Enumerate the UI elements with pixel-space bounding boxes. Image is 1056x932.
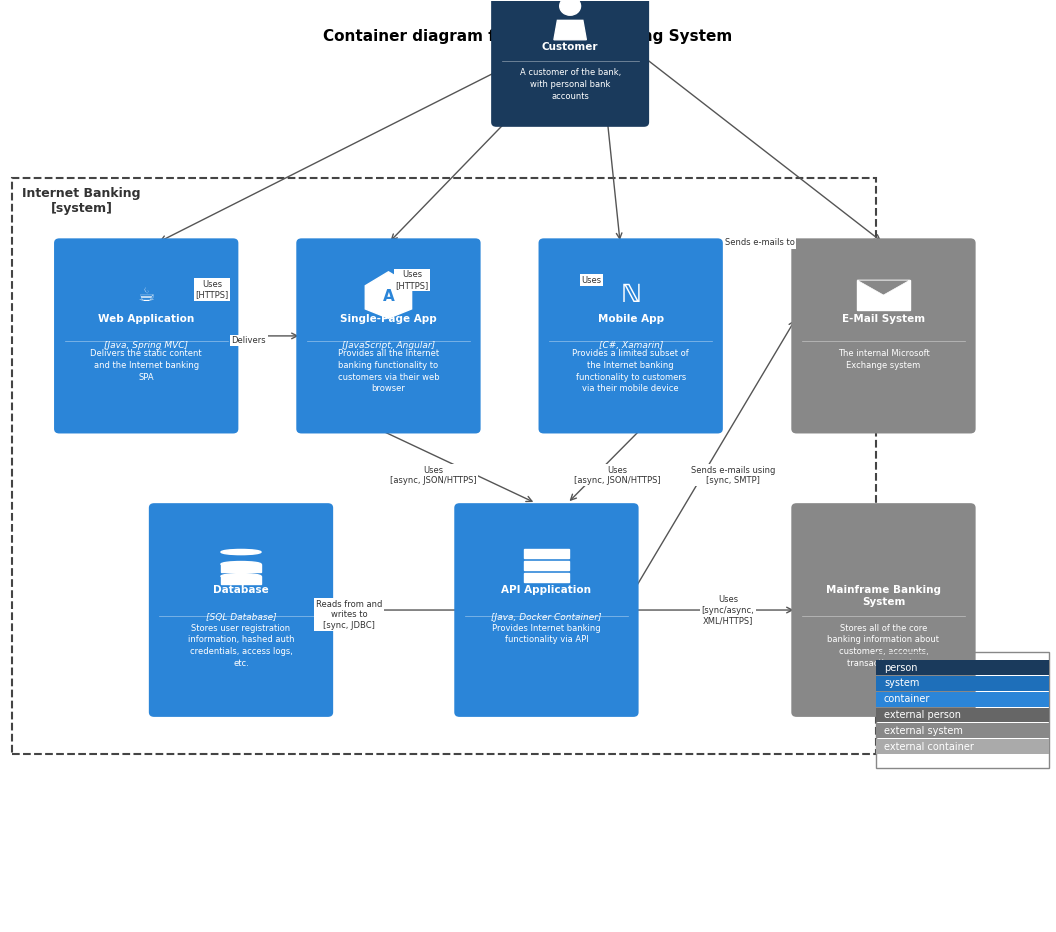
- Text: E-Mail System: E-Mail System: [842, 313, 925, 323]
- Bar: [875, 739, 1050, 754]
- Text: [JavaScript, Angular]: [JavaScript, Angular]: [342, 341, 435, 350]
- Text: Internet Banking
[system]: Internet Banking [system]: [22, 187, 140, 215]
- Text: Stores user registration
information, hashed auth
credentials, access logs,
etc.: Stores user registration information, ha…: [188, 624, 295, 668]
- Bar: [857, 281, 910, 310]
- Text: Legend: Legend: [881, 643, 932, 656]
- Text: A customer of the bank,
with personal bank
accounts: A customer of the bank, with personal ba…: [520, 68, 621, 101]
- Text: The internal Microsoft
Exchange system: The internal Microsoft Exchange system: [837, 349, 929, 370]
- Text: external person: external person: [884, 710, 961, 720]
- Circle shape: [560, 0, 581, 15]
- Text: external system: external system: [884, 726, 963, 736]
- Ellipse shape: [221, 550, 261, 555]
- Text: A: A: [382, 289, 394, 305]
- Bar: [875, 676, 1050, 691]
- Ellipse shape: [221, 561, 261, 567]
- Text: ℕ: ℕ: [620, 283, 641, 307]
- Text: Mainframe Banking
System: Mainframe Banking System: [826, 585, 941, 607]
- Text: [C#, Xamarin]: [C#, Xamarin]: [599, 341, 663, 350]
- FancyBboxPatch shape: [491, 0, 649, 127]
- FancyBboxPatch shape: [297, 239, 480, 433]
- Bar: [875, 660, 1050, 675]
- Text: person: person: [884, 663, 918, 673]
- Bar: [525, 549, 568, 557]
- Ellipse shape: [221, 573, 261, 579]
- Text: Sends e-mails using
[sync, SMTP]: Sends e-mails using [sync, SMTP]: [692, 466, 775, 485]
- Text: Uses
[async, JSON/HTTPS]: Uses [async, JSON/HTTPS]: [390, 466, 476, 485]
- Text: Uses
[async, JSON/HTTPS]: Uses [async, JSON/HTTPS]: [574, 466, 661, 485]
- Polygon shape: [857, 281, 910, 295]
- Text: Uses: Uses: [581, 276, 601, 284]
- Text: Uses
[HTTPS]: Uses [HTTPS]: [195, 280, 229, 299]
- Text: system: system: [884, 678, 920, 689]
- Bar: [525, 561, 568, 569]
- Text: Customer: Customer: [542, 42, 599, 51]
- Text: Uses
[sync/async,
XML/HTTPS]: Uses [sync/async, XML/HTTPS]: [702, 596, 754, 625]
- FancyBboxPatch shape: [791, 239, 976, 433]
- Text: Provides Internet banking
functionality via API: Provides Internet banking functionality …: [492, 624, 601, 644]
- Text: Stores all of the core
banking information about
customers, accounts,
transactio: Stores all of the core banking informati…: [828, 624, 940, 668]
- FancyBboxPatch shape: [149, 503, 333, 717]
- Text: Web Application: Web Application: [98, 313, 194, 323]
- Text: Delivers: Delivers: [231, 336, 266, 345]
- FancyBboxPatch shape: [54, 239, 239, 433]
- Text: Container diagram for Internet Banking System: Container diagram for Internet Banking S…: [323, 29, 733, 44]
- Bar: [221, 564, 261, 571]
- Text: Provides a limited subset of
the Internet banking
functionality to customers
via: Provides a limited subset of the Interne…: [572, 349, 690, 393]
- Polygon shape: [554, 21, 586, 40]
- Bar: [525, 573, 568, 582]
- Bar: [221, 576, 261, 583]
- FancyBboxPatch shape: [454, 503, 639, 717]
- FancyBboxPatch shape: [791, 503, 976, 717]
- Text: external container: external container: [884, 742, 974, 751]
- Bar: [875, 692, 1050, 706]
- Text: Delivers the static content
and the Internet banking
SPA: Delivers the static content and the Inte…: [91, 349, 202, 381]
- Bar: [875, 707, 1050, 722]
- Bar: [875, 651, 1050, 768]
- Text: Uses
[HTTPS]: Uses [HTTPS]: [396, 270, 429, 290]
- Text: Provides all the Internet
banking functionality to
customers via their web
brows: Provides all the Internet banking functi…: [338, 349, 439, 393]
- FancyBboxPatch shape: [539, 239, 723, 433]
- Bar: [875, 723, 1050, 738]
- Text: Mobile App: Mobile App: [598, 313, 664, 323]
- Text: API Application: API Application: [502, 585, 591, 596]
- Text: [Java, Spring MVC]: [Java, Spring MVC]: [105, 341, 188, 350]
- Text: [SQL Database]: [SQL Database]: [206, 613, 277, 623]
- Text: Database: Database: [213, 585, 269, 596]
- Polygon shape: [365, 272, 412, 318]
- Text: Sends e-mails to: Sends e-mails to: [724, 239, 795, 248]
- Text: container: container: [884, 694, 930, 705]
- Text: Reads from and
writes to
[sync, JDBC]: Reads from and writes to [sync, JDBC]: [316, 600, 382, 630]
- Text: ☕: ☕: [137, 285, 155, 305]
- Text: Single-Page App: Single-Page App: [340, 313, 437, 323]
- Text: [Java, Docker Container]: [Java, Docker Container]: [491, 613, 602, 623]
